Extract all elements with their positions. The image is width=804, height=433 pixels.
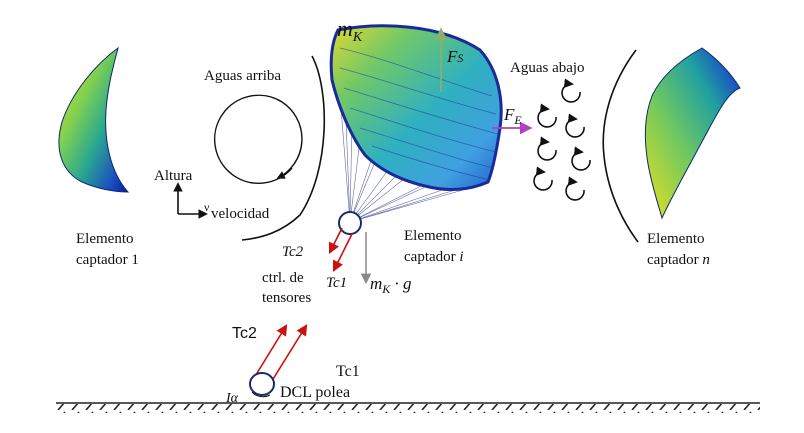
- fs-label: FS: [446, 47, 463, 66]
- mass-label: mK: [337, 16, 363, 45]
- tether-pulley: [338, 211, 362, 235]
- elemi-label-line2: captador i: [404, 249, 464, 265]
- nu-label: ν: [204, 200, 210, 214]
- upstream-vortex-arrow: [213, 94, 303, 184]
- elemn-label-line2: captador n: [647, 252, 710, 268]
- ground-hatch: [56, 404, 760, 413]
- tc1-tether-arrow: [332, 233, 353, 273]
- downstream-wall-curve: [602, 49, 639, 243]
- tc1-italic-label: Tc1: [326, 275, 347, 291]
- dcl-tc2-arrow: [253, 324, 288, 379]
- dcl-moment-arc: [251, 391, 271, 398]
- ia-label: Iα: [225, 391, 239, 406]
- downstream-label: Aguas abajo: [510, 60, 585, 76]
- right-blade-shape: [644, 47, 741, 220]
- tc2-italic-label: Tc2: [282, 244, 304, 260]
- kite-canopy: [329, 24, 503, 191]
- fe-label: FE: [503, 105, 522, 127]
- dcl-tc1-label: Tc1: [336, 363, 360, 380]
- downstream-vortices: [533, 78, 591, 201]
- elem1-label-line1: Elemento: [76, 231, 133, 247]
- upstream-wall-curve: [241, 55, 326, 241]
- elemi-label-line1: Elemento: [404, 228, 461, 244]
- ctrl-label-line2: tensores: [262, 290, 311, 306]
- dcl-label: DCL polea: [280, 384, 350, 401]
- elemn-label-line1: Elemento: [647, 231, 704, 247]
- kite-cell-ribs: [339, 47, 499, 181]
- tc2-tether-arrow: [328, 227, 343, 255]
- ctrl-label-line1: ctrl. de: [262, 270, 304, 286]
- weight-label: mK · g: [370, 274, 412, 296]
- upstream-label: Aguas arriba: [204, 68, 281, 84]
- elem1-label-line2: captador 1: [76, 252, 139, 268]
- dcl-tc2-label: Tc2: [232, 325, 257, 342]
- velocidad-label: velocidad: [211, 206, 270, 222]
- axis-glyph: [173, 182, 208, 219]
- dcl-tc1-arrow: [269, 324, 308, 385]
- dcl-pulley: [249, 372, 275, 396]
- left-blade-shape: [58, 46, 130, 193]
- altura-label: Altura: [154, 168, 193, 184]
